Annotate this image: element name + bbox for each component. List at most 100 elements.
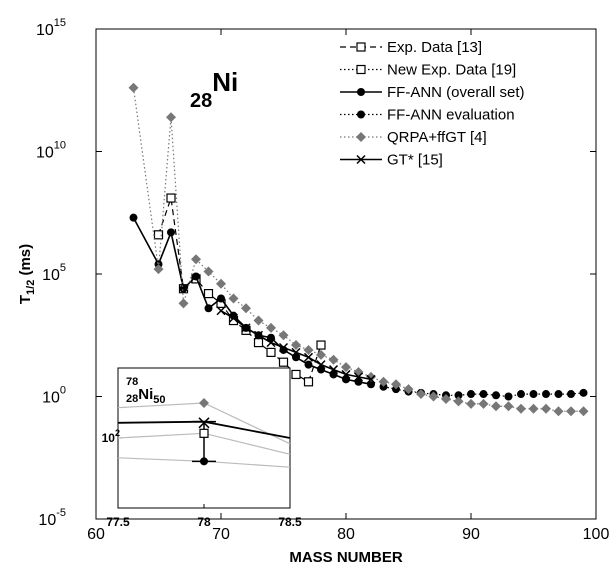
data-point-qrpa-ffgt-4	[466, 398, 476, 409]
x-tick-label: 100	[583, 526, 610, 543]
data-point-ff-ann-overall-set	[217, 294, 225, 303]
inset-point-gt-15	[198, 417, 210, 429]
data-point-gt-15	[216, 306, 226, 316]
y-axis-title-base: T	[17, 295, 34, 304]
y-axis-title-sub: 1/2	[25, 280, 37, 295]
data-point-qrpa-ffgt-4	[491, 401, 501, 412]
data-point-qrpa-ffgt-4	[378, 376, 389, 387]
inset-x-tick-label: 77.5	[106, 515, 130, 529]
y-axis-title-unit: (ms)	[17, 244, 34, 280]
x-tick-label: 70	[212, 526, 230, 543]
data-point-gt-15	[303, 352, 314, 362]
legend: Exp. Data [13] New Exp. Data [19] FF-ANN (…	[340, 39, 525, 169]
legend-label-exp-data-13: Exp. Data [13]	[387, 39, 482, 56]
data-point-gt-15	[353, 372, 364, 382]
data-point-qrpa-ffgt-4	[191, 254, 201, 265]
legend-marker-new-exp-data-19	[356, 64, 366, 75]
data-point-qrpa-ffgt-4	[241, 303, 251, 314]
x-tick-label: 60	[87, 526, 105, 543]
data-point-qrpa-ffgt-4	[153, 264, 164, 275]
inset-symbol: Ni	[138, 386, 153, 403]
inset-point-exp-data-13	[199, 428, 209, 438]
data-point-exp-data-13	[266, 347, 276, 357]
nucleus-annotation: 28Ni	[190, 67, 238, 112]
data-point-ff-ann-evaluation	[529, 390, 538, 399]
legend-label-gt-15: GT* [15]	[387, 152, 443, 169]
y-tick-label: 1015	[36, 17, 66, 39]
data-point-gt-15	[366, 374, 376, 384]
data-point-qrpa-ffgt-4	[416, 389, 426, 400]
main-series-layer	[128, 82, 589, 417]
data-point-qrpa-ffgt-4	[303, 344, 314, 355]
legend-marker-gt-15	[356, 154, 366, 165]
data-point-ff-ann-evaluation	[504, 392, 513, 401]
data-point-ff-ann-overall-set	[179, 284, 188, 293]
data-point-qrpa-ffgt-4	[428, 391, 439, 402]
legend-label-new-exp-data-19: New Exp. Data [19]	[387, 62, 516, 79]
data-point-ff-ann-evaluation	[517, 390, 525, 399]
y-tick-exponent: 0	[60, 385, 66, 397]
data-point-qrpa-ffgt-4	[316, 349, 326, 360]
legend-marker-exp-data-13	[356, 42, 366, 52]
data-point-qrpa-ffgt-4	[253, 315, 264, 326]
inset-point-ff-ann-overall-set	[200, 457, 208, 466]
data-point-ff-ann-overall-set	[129, 213, 138, 222]
data-point-qrpa-ffgt-4	[228, 293, 239, 304]
data-point-ff-ann-evaluation	[542, 390, 550, 399]
data-point-qrpa-ffgt-4	[266, 322, 276, 333]
data-point-exp-data-13	[153, 230, 164, 240]
y-tick-base: 10	[42, 390, 60, 407]
inset-x-tick-label: 78.5	[278, 515, 302, 529]
data-point-exp-data-13	[166, 193, 176, 203]
data-point-exp-data-13	[203, 289, 214, 299]
data-point-ff-ann-overall-set	[304, 360, 313, 369]
data-point-qrpa-ffgt-4	[578, 406, 589, 417]
data-point-gt-15	[328, 365, 339, 375]
data-point-qrpa-ffgt-4	[166, 112, 176, 123]
data-point-ff-ann-overall-set	[204, 304, 213, 313]
y-tick-exponent: -5	[56, 507, 66, 519]
data-point-ff-ann-evaluation	[492, 391, 500, 400]
data-point-exp-data-13	[291, 369, 301, 380]
data-point-qrpa-ffgt-4	[328, 354, 339, 365]
nucleus-subscript: 28	[190, 90, 212, 112]
data-point-qrpa-ffgt-4	[528, 403, 539, 414]
data-point-exp-data-13	[303, 377, 314, 387]
data-point-ff-ann-evaluation	[454, 391, 463, 400]
data-point-ff-ann-evaluation	[467, 390, 475, 399]
legend-marker-ff-ann-evaluation	[357, 110, 365, 119]
inset-mass: 78	[126, 376, 138, 388]
legend-marker-ff-ann-overall-set	[357, 88, 365, 96]
y-tick-label: 105	[42, 262, 66, 284]
y-tick-base: 10	[38, 512, 56, 529]
data-point-ff-ann-evaluation	[554, 390, 563, 399]
x-tick-label: 90	[462, 526, 480, 543]
data-point-gt-15	[253, 330, 264, 340]
inset-point-qrpa-ffgt-4	[199, 398, 209, 408]
y-tick-label: 100	[42, 385, 66, 407]
y-tick-exponent: 15	[54, 17, 66, 29]
data-point-qrpa-ffgt-4	[453, 396, 464, 407]
data-point-exp-data-13	[253, 338, 264, 348]
data-point-qrpa-ffgt-4	[566, 406, 576, 417]
inset-nucleus-label: 78Ni50	[126, 376, 166, 406]
x-axis-title: MASS NUMBER	[289, 549, 403, 566]
legend-marker-qrpa-ffgt-4	[356, 132, 366, 142]
data-point-qrpa-ffgt-4	[441, 393, 451, 404]
inset-y-tick-exponent: 2	[115, 428, 120, 438]
data-point-qrpa-ffgt-4	[278, 330, 289, 341]
y-axis-title: T1/2 (ms)	[17, 244, 37, 304]
data-point-ff-ann-evaluation	[479, 390, 488, 399]
y-tick-base: 10	[36, 22, 54, 39]
data-point-qrpa-ffgt-4	[553, 406, 564, 417]
data-point-qrpa-ffgt-4	[391, 379, 401, 390]
data-point-qrpa-ffgt-4	[403, 384, 414, 395]
inset-content: 77.5 78 78.5 102	[102, 398, 302, 529]
data-point-ff-ann-evaluation	[579, 388, 588, 397]
x-tick-label: 80	[337, 526, 355, 543]
data-point-qrpa-ffgt-4	[178, 298, 189, 309]
y-tick-label: 10-5	[38, 507, 66, 529]
nucleus-symbol: Ni	[212, 67, 238, 97]
